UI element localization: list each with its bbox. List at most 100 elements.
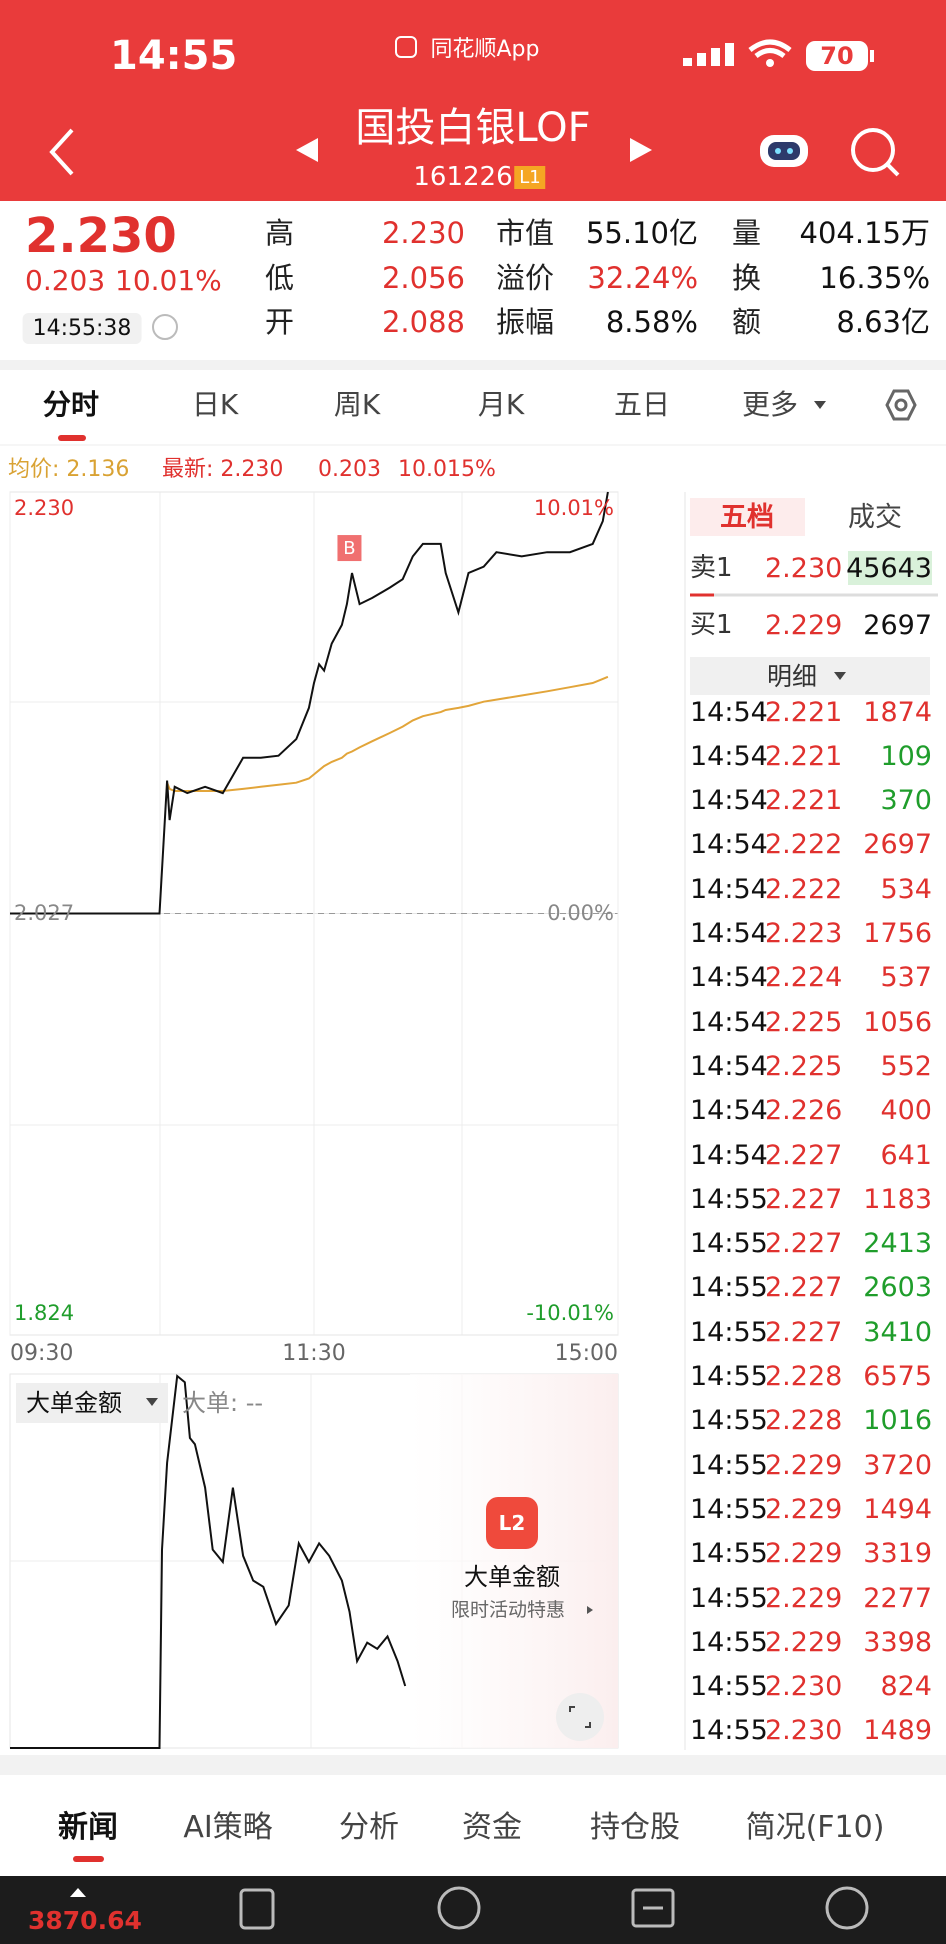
nav-icon[interactable] <box>825 1886 869 1930</box>
trade-time: 14:55 <box>690 1626 768 1658</box>
change-pct-legend: 10.015% <box>398 456 496 482</box>
arrow-icon <box>587 1606 593 1614</box>
level-badge: L1 <box>514 165 546 189</box>
promo-icon <box>486 1497 538 1549</box>
trade-price: 2.221 <box>765 698 843 728</box>
expand-button[interactable] <box>556 1693 604 1741</box>
trade-time: 14:55 <box>690 1405 768 1437</box>
trade-time: 14:55 <box>690 1715 768 1747</box>
info-tab[interactable]: 新闻 <box>58 1809 118 1845</box>
book-tab[interactable]: 成交 <box>848 501 902 533</box>
chart-subtitle: 大单: -- <box>182 1388 264 1417</box>
detail-toggle[interactable]: 明细 <box>766 661 818 691</box>
stat-label: 量 <box>732 216 762 250</box>
dropdown-icon <box>834 672 846 680</box>
stat-label: 低 <box>265 261 295 295</box>
trade-price: 2.229 <box>765 1493 843 1525</box>
x-tick-label: 09:30 <box>10 1340 74 1366</box>
info-icon[interactable] <box>152 314 178 340</box>
trade-time: 14:55 <box>690 1316 768 1348</box>
settings-icon[interactable] <box>885 389 917 421</box>
trade-price: 2.230 <box>765 1715 843 1747</box>
trade-volume: 6575 <box>863 1361 932 1392</box>
trade-time: 14:54 <box>690 962 768 994</box>
chart-tab[interactable]: 五日 <box>613 388 671 421</box>
separator <box>0 1755 946 1775</box>
book-tab[interactable]: 五档 <box>720 501 774 533</box>
stat-value: 2.088 <box>381 305 465 339</box>
dropdown-icon <box>814 401 826 409</box>
stat-label: 换 <box>732 261 762 295</box>
info-tab[interactable]: 资金 <box>462 1809 522 1845</box>
promo-title: 大单金额 <box>464 1562 560 1591</box>
last-legend: 最新: 2.230 <box>162 456 284 482</box>
order-line <box>10 1374 407 1749</box>
y-tick-label: 1.824 <box>14 1300 75 1325</box>
search-icon <box>885 162 900 177</box>
separator <box>0 360 946 370</box>
trade-time: 14:54 <box>690 918 768 949</box>
y2-tick-label: 10.01% <box>533 495 614 520</box>
trade-volume: 1874 <box>863 698 932 728</box>
battery-level: 70 <box>820 41 854 70</box>
last-price: 2.230 <box>25 208 177 264</box>
trade-list: 14:54 2.221 1874 14:54 2.221 109 14:54 2.221 370… <box>685 698 946 1750</box>
price-line <box>166 675 609 792</box>
trade-time: 14:55 <box>690 1272 768 1304</box>
promo-card[interactable] <box>410 1374 618 1748</box>
dropdown-icon <box>146 1398 158 1406</box>
y-tick-label: 2.230 <box>14 495 75 520</box>
trade-price: 2.229 <box>765 1538 843 1570</box>
robot-icon <box>787 148 793 154</box>
info-tab[interactable]: AI策略 <box>183 1809 273 1845</box>
chart-title[interactable]: 大单金额 <box>26 1388 122 1417</box>
chart-tab[interactable]: 日K <box>191 388 239 421</box>
chart-tab[interactable]: 更多 <box>741 388 799 421</box>
info-tab[interactable]: 分析 <box>339 1809 399 1845</box>
back-icon[interactable] <box>49 128 74 176</box>
trade-price: 2.223 <box>765 918 843 949</box>
trade-volume: 1494 <box>863 1493 932 1525</box>
settings-icon <box>894 398 908 412</box>
book-side: 卖1 <box>690 553 733 583</box>
trade-volume: 109 <box>880 740 932 772</box>
nav-icon[interactable] <box>631 1888 675 1928</box>
trade-time: 14:54 <box>690 785 768 817</box>
trade-time: 14:55 <box>690 1449 768 1481</box>
tab-bg <box>690 498 805 536</box>
prev-icon[interactable] <box>296 138 318 162</box>
nav-icon[interactable] <box>239 1888 275 1930</box>
nav-icon[interactable] <box>437 1886 481 1930</box>
trade-price: 2.225 <box>765 1050 843 1082</box>
next-icon[interactable] <box>630 138 652 162</box>
x-tick-label: 11:30 <box>282 1340 346 1366</box>
trade-price: 2.229 <box>765 1582 843 1614</box>
tab-indicator <box>58 435 86 441</box>
trade-volume: 3319 <box>863 1538 932 1570</box>
stat-label: 高 <box>265 216 295 250</box>
trade-price: 2.222 <box>765 829 843 861</box>
battery-icon <box>870 50 874 62</box>
trade-price: 2.227 <box>765 1228 843 1260</box>
trade-price: 2.221 <box>765 740 843 772</box>
trade-price: 2.224 <box>765 962 843 994</box>
stock-name: 国投白银LOF <box>355 105 591 151</box>
info-tab[interactable]: 持仓股 <box>590 1809 680 1845</box>
trade-price: 2.228 <box>765 1361 843 1392</box>
chart-tab[interactable]: 分时 <box>42 388 100 421</box>
chart-tab[interactable]: 周K <box>333 388 381 421</box>
info-tab[interactable]: 简况(F10) <box>745 1809 885 1845</box>
dropdown-bg[interactable] <box>16 1383 168 1423</box>
search-icon[interactable] <box>851 128 895 172</box>
book-side: 买1 <box>690 610 733 640</box>
chart-tab[interactable]: 月K <box>477 388 525 421</box>
y2-tick-label: -10.01% <box>526 1300 614 1325</box>
x-tick-label: 15:00 <box>554 1340 618 1366</box>
stat-label: 振幅 <box>496 305 555 339</box>
stat-label: 市值 <box>496 216 555 250</box>
stat-value: 16.35% <box>819 261 930 295</box>
trade-time: 14:55 <box>690 1361 768 1392</box>
expand-icon <box>569 1706 575 1712</box>
